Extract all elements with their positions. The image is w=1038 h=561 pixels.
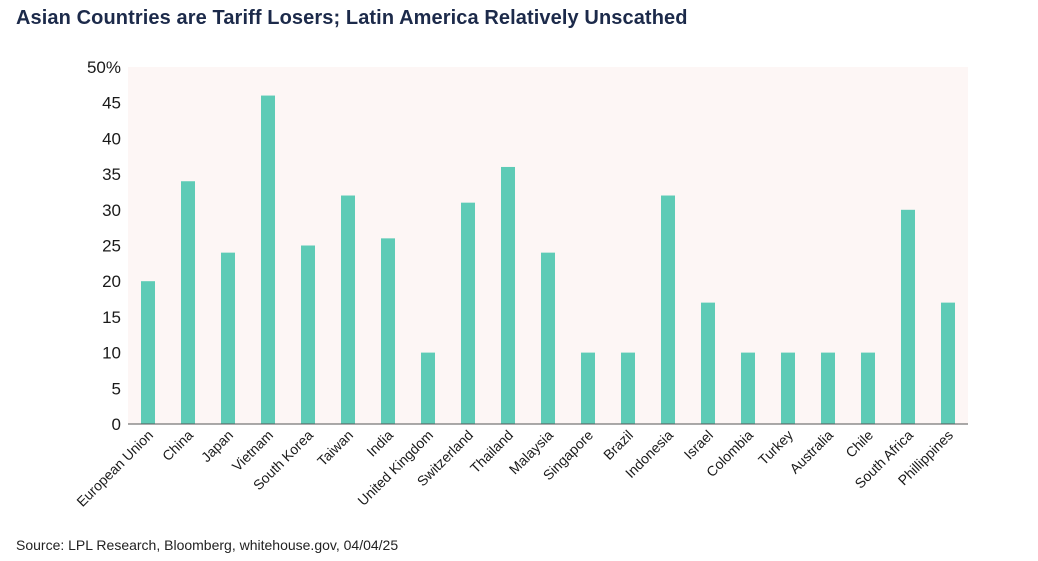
bar — [661, 195, 675, 424]
y-tick-label: 30 — [102, 201, 121, 220]
bar — [541, 252, 555, 424]
x-tick-label: Japan — [198, 427, 236, 465]
bar — [581, 352, 595, 424]
bar — [901, 209, 915, 424]
bar — [741, 352, 755, 424]
x-tick-label: Brazil — [600, 427, 636, 463]
bar — [381, 238, 395, 424]
bar — [621, 352, 635, 424]
x-tick-label: Chile — [842, 427, 876, 461]
bar — [221, 252, 235, 424]
x-tick-label: China — [159, 427, 196, 464]
bar — [701, 302, 715, 424]
y-tick-label: 45 — [102, 94, 121, 113]
bar — [941, 302, 955, 424]
bar — [301, 245, 315, 424]
x-tick-label: Israel — [681, 427, 717, 463]
x-tick-label: European Union — [73, 427, 156, 510]
y-axis-ticks: 0 5 10 15 20 25 30 35 40 45 50% — [87, 58, 121, 434]
source-note: Source: LPL Research, Bloomberg, whiteho… — [16, 537, 399, 553]
y-tick-label: 5 — [112, 379, 121, 398]
y-tick-label: 25 — [102, 237, 121, 256]
y-tick-label: 40 — [102, 129, 121, 148]
bar — [261, 95, 275, 424]
y-tick-label: 50% — [87, 58, 121, 77]
bar — [861, 352, 875, 424]
y-tick-label: 0 — [112, 415, 121, 434]
bar — [821, 352, 835, 424]
y-tick-label: 20 — [102, 272, 121, 291]
y-tick-label: 35 — [102, 165, 121, 184]
bar — [461, 202, 475, 424]
bar — [501, 166, 515, 424]
x-tick-label: Australia — [786, 427, 836, 477]
chart-title: Asian Countries are Tariff Losers; Latin… — [16, 7, 688, 29]
bar — [781, 352, 795, 424]
bar — [341, 195, 355, 424]
x-tick-label: Taiwan — [314, 427, 356, 469]
x-tick-label: India — [363, 427, 396, 460]
bar — [141, 281, 155, 424]
y-tick-label: 10 — [102, 344, 121, 363]
bar — [181, 181, 195, 424]
bars — [141, 95, 955, 424]
y-tick-label: 15 — [102, 308, 121, 327]
bar — [421, 352, 435, 424]
